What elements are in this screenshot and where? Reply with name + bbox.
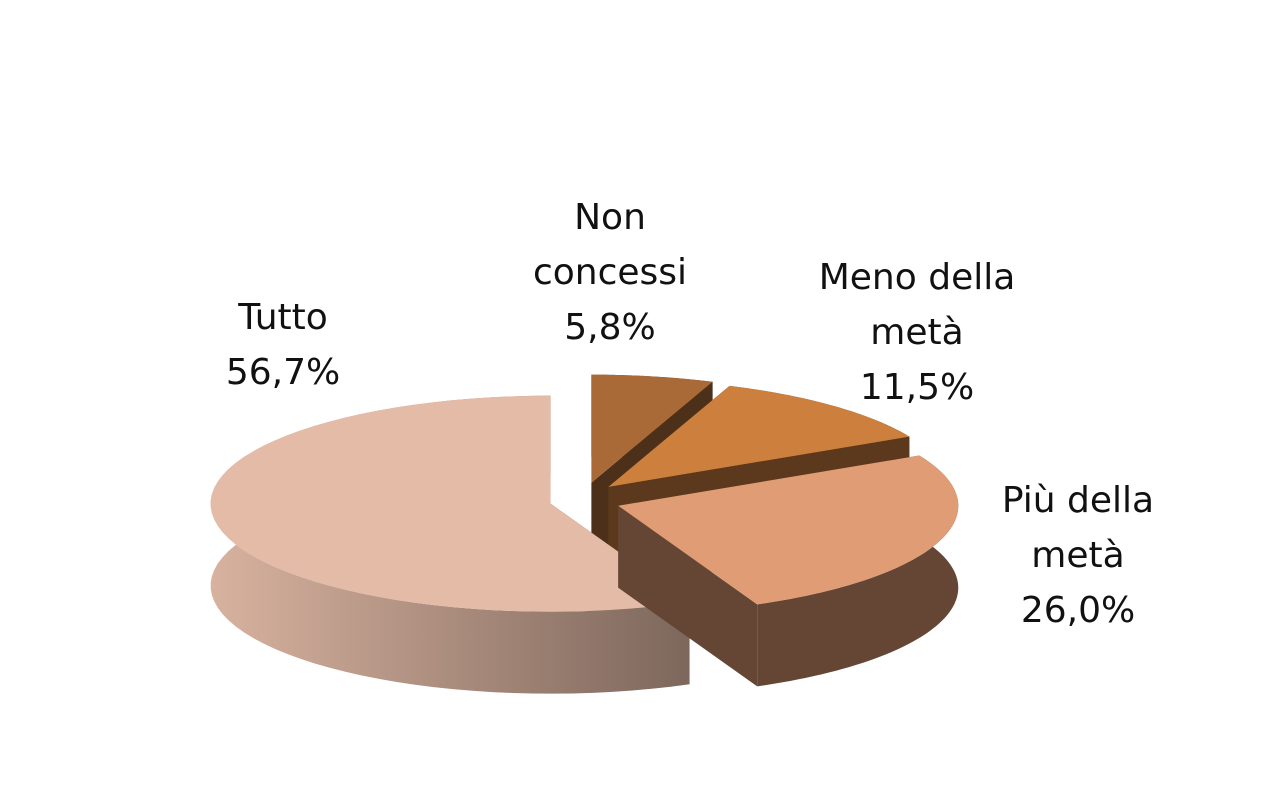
slice-label: Meno della metà 11,5%: [802, 250, 1032, 415]
category-label: Non concessi: [532, 197, 688, 293]
slice-top: [608, 385, 910, 487]
value-label: 26,0%: [1020, 590, 1136, 631]
slice-rim: [757, 455, 959, 687]
value-label: 11,5%: [859, 367, 975, 408]
value-label: 56,7%: [225, 352, 341, 393]
value-label: 5,8%: [564, 307, 656, 348]
category-label: Tutto: [238, 297, 328, 338]
slice-wall: [618, 505, 758, 687]
category-label: Più della metà: [1001, 480, 1155, 576]
slice-label: Tutto 56,7%: [203, 290, 363, 400]
slice: [618, 455, 959, 687]
slice-label: Più della metà 26,0%: [983, 473, 1173, 638]
slice-top: [210, 395, 690, 612]
slice-label: Non concessi 5,8%: [515, 190, 705, 355]
slice-top: [618, 455, 959, 605]
slice: [210, 395, 690, 694]
category-label: Meno della metà: [818, 257, 1016, 353]
slice-top: [591, 374, 713, 483]
